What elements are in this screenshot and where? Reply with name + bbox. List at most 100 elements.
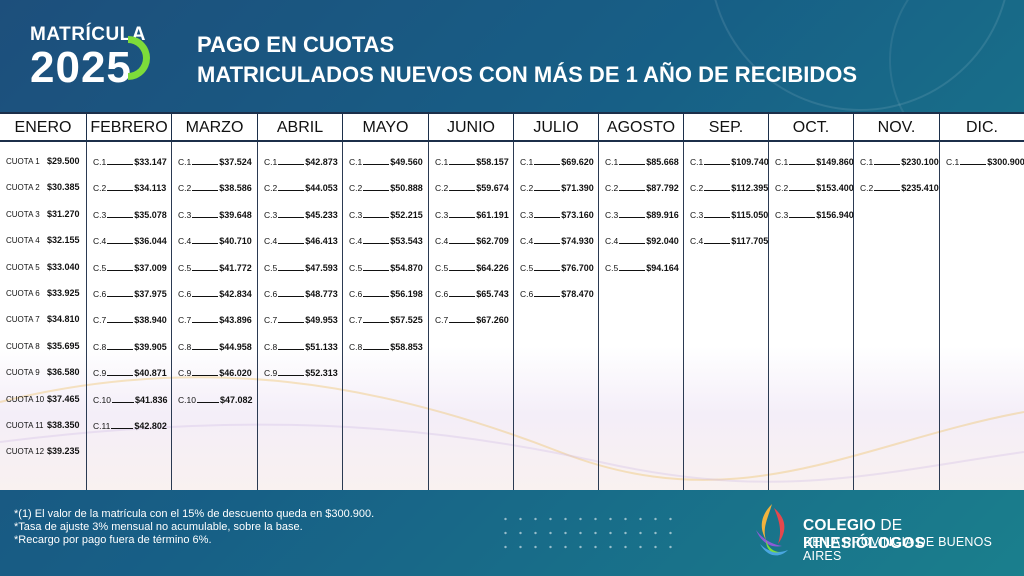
month-header: JUNIO [429,114,514,142]
installments-table: ENERO FEBRERO MARZO ABRIL MAYO JUNIO JULIO AGOS… [0,112,1024,490]
installment-cell: C.6 $48.773 [264,289,338,299]
installment-label: C.4 [435,236,449,247]
installment-label: C.4 [605,236,619,247]
installment-amount: $49.953 [305,315,338,326]
installment-cell: C.8 $44.958 [178,342,252,352]
installment-amount: $56.198 [390,289,423,299]
installment-label: C.6 [520,289,534,299]
fill-line [449,290,476,297]
fill-line [619,184,646,192]
fill-line [107,343,134,350]
installment-amount: $37.009 [134,262,167,273]
installment-amount: $35.695 [47,340,80,351]
fill-line [107,158,134,165]
fill-line [704,184,731,192]
installment-amount: $46.413 [305,236,338,247]
installment-amount: $71.390 [561,183,594,194]
installment-cell: C.7 $43.896 [178,315,252,325]
installment-label: C.4 [690,236,704,247]
installment-cell: C.4 $117.705 [690,236,768,246]
installment-label: C.6 [349,289,363,299]
installment-amount: $42.802 [134,421,167,431]
installment-cell: C.1 $85.668 [605,157,679,167]
installment-amount: $48.773 [305,289,338,299]
fill-line [278,237,305,245]
installment-cell: C.11 $42.802 [93,421,167,431]
month-column [599,142,684,490]
installment-cell: C.9 $52.313 [264,368,338,378]
installment-label: C.2 [349,183,363,194]
installment-label: CUOTA 4 [6,236,40,246]
month-header: ABRIL [258,114,343,142]
installment-amount: $41.772 [219,262,252,273]
fill-line [534,211,561,218]
installment-label: C.11 [93,421,111,431]
footer: *(1) El valor de la matrícula con el 15%… [0,490,1024,576]
installment-amount: $39.648 [219,209,252,220]
fill-line [534,158,561,165]
installment-amount: $92.040 [646,236,679,247]
installment-label: CUOTA 5 [6,262,40,272]
fill-line [111,422,134,429]
fill-line [192,184,219,192]
header: MATRÍCULA 2025 PAGO EN CUOTAS MATRICULAD… [0,0,1024,112]
fill-line [363,316,390,324]
fill-line [363,211,390,218]
installment-amount: $38.940 [134,315,167,326]
installment-amount: $40.871 [134,368,167,379]
installment-label: CUOTA 7 [6,315,40,325]
installment-amount: $33.147 [134,157,167,167]
installment-amount: $78.470 [561,289,594,299]
fill-line [449,264,476,271]
installment-label: C.5 [264,262,278,273]
fill-line [192,237,219,245]
month-column [258,142,343,490]
installment-amount: $58.157 [476,157,509,167]
installment-amount: $40.710 [219,236,252,247]
installment-amount: $33.040 [47,261,80,272]
month-column [87,142,172,490]
installment-label: C.1 [178,157,192,167]
installment-cell: C.3 $115.050 [690,210,768,220]
installment-label: C.2 [520,183,534,194]
installment-amount: $39.905 [134,341,167,352]
installment-cell: C.3 $61.191 [435,210,509,220]
installment-cell: CUOTA 8 $35.695 [6,341,80,351]
installment-cell: CUOTA 12 $39.235 [6,446,80,456]
installment-amount: $36.580 [47,367,80,378]
installment-amount: $41.836 [134,394,168,405]
installment-amount: $43.896 [219,315,252,326]
installment-label: C.2 [690,183,704,194]
installment-label: C.9 [93,368,107,379]
installment-label: C.7 [264,315,278,326]
installment-amount: $52.313 [305,368,338,379]
installment-label: C.3 [520,209,534,220]
installment-cell: C.8 $51.133 [264,342,338,352]
footnotes: *(1) El valor de la matrícula con el 15%… [14,508,374,547]
fill-line [789,184,816,192]
installment-amount: $117.705 [731,236,769,247]
installment-cell: C.2 $50.888 [349,183,423,193]
installment-amount: $49.560 [390,157,423,167]
installment-label: C.1 [435,157,449,167]
fill-line [192,264,219,271]
fill-line [278,184,305,192]
installment-cell: C.1 $33.147 [93,157,167,167]
fill-line [107,369,134,377]
installment-amount: $51.133 [305,341,338,352]
installment-amount: $62.709 [476,236,509,247]
installment-label: C.5 [93,262,107,273]
installment-label: C.3 [349,209,363,220]
installment-amount: $36.044 [134,236,167,247]
installment-label: C.10 [93,394,111,405]
installment-label: CUOTA 3 [6,209,40,219]
fill-line [619,158,646,165]
installment-cell: C.4 $53.543 [349,236,423,246]
installment-cell: CUOTA 10 $37.465 [6,394,80,404]
installment-label: C.5 [605,262,619,273]
installment-label: C.2 [775,183,789,194]
month-column [854,142,940,490]
installment-label: C.1 [690,157,704,167]
installment-label: C.6 [435,289,449,299]
installment-label: C.1 [605,157,619,167]
